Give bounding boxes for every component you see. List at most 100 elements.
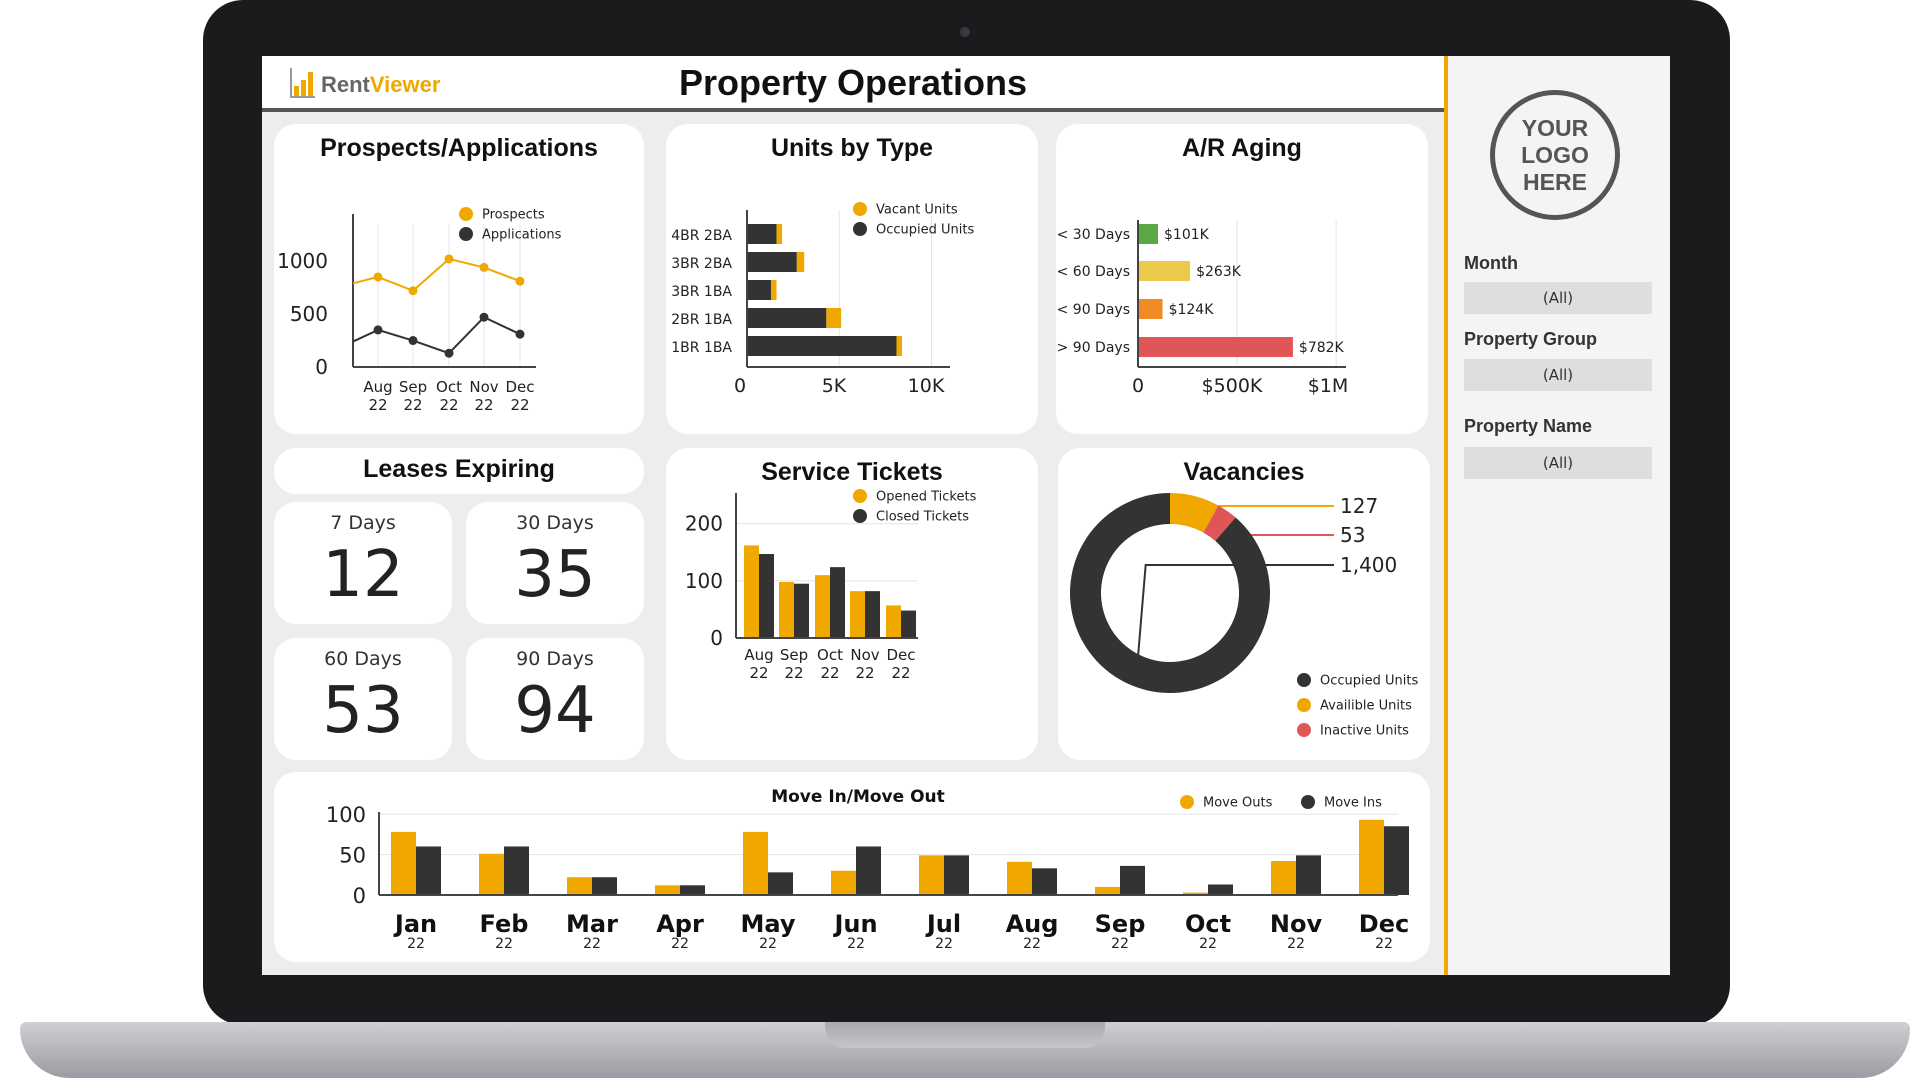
- x-tick-label: Oct: [1185, 910, 1231, 938]
- x-tick-sublabel: 22: [855, 664, 874, 682]
- x-tick-sublabel: 22: [439, 396, 458, 414]
- value-label: $124K: [1169, 302, 1215, 318]
- bar-move-out: [743, 831, 768, 895]
- bar-vacant: [770, 280, 777, 300]
- bar-occupied: [747, 280, 771, 300]
- x-tick-label: $500K: [1202, 375, 1263, 397]
- moves-card: Move In/Move Out Jan 22 Feb 22 Mar 22 Apr 22 May 2…: [274, 772, 1430, 962]
- x-tick-label: Dec: [886, 646, 915, 664]
- bar-move-in: [1120, 865, 1145, 895]
- lease-label: 60 Days: [324, 648, 402, 670]
- bar-move-out: [831, 870, 856, 895]
- logo-text-viewer: Viewer: [369, 72, 441, 97]
- x-tick-label: Oct: [817, 646, 843, 664]
- units-chart: 4BR 2BA 3BR 2BA 3BR 1BA 2BR 1BA 1BR 1BA 0 5K 10…: [671, 202, 974, 397]
- y-tick-label: 100: [685, 569, 723, 593]
- x-tick-label: 0: [1132, 375, 1144, 397]
- bar-move-out: [479, 853, 504, 895]
- prospects-card: Prospects/Applications 0 500 1000 Aug 22 Sep 2…: [274, 124, 644, 434]
- leases-title-card: Leases Expiring: [274, 448, 644, 494]
- x-tick-label: Apr: [656, 910, 704, 938]
- x-tick-label: Sep: [399, 378, 427, 396]
- x-tick-label: Nov: [469, 378, 498, 396]
- ar-title: A/R Aging: [1182, 134, 1302, 162]
- leader-line: [1193, 497, 1334, 507]
- legend-prospects-marker: [459, 207, 473, 221]
- vacancies-title: Vacancies: [1183, 458, 1305, 486]
- legend-availible-units-label: Availible Units: [1320, 699, 1412, 714]
- x-tick-label: Nov: [850, 646, 879, 664]
- bar-closed: [901, 610, 916, 638]
- value-label: $263K: [1196, 264, 1242, 280]
- bar-move-out: [655, 885, 680, 895]
- y-tick-label: 50: [339, 844, 366, 868]
- value-label: $101K: [1164, 227, 1210, 243]
- units-title: Units by Type: [770, 134, 934, 162]
- lease-box-7[interactable]: 7 Days 12: [274, 502, 452, 624]
- x-tick-sublabel: 22: [1375, 936, 1393, 952]
- legend-opened-label: Opened Tickets: [876, 490, 977, 505]
- vacancies-card: Vacancies 127 53 1,400 Occupied Units Availi…: [1058, 448, 1430, 760]
- bar-occupied: [747, 336, 897, 356]
- x-tick-sublabel: 22: [1111, 936, 1129, 952]
- x-tick-sublabel: 22: [759, 936, 777, 952]
- bar-move-in: [416, 846, 441, 895]
- property-name-filter-select[interactable]: (All): [1464, 447, 1652, 479]
- legend-occupied-units-marker: [1297, 673, 1311, 687]
- bar-move-in: [504, 846, 529, 895]
- value-label: $782K: [1299, 340, 1345, 356]
- lease-label: 7 Days: [330, 512, 396, 534]
- x-tick-sublabel: 22: [891, 664, 910, 682]
- legend-occupied-marker: [853, 222, 867, 236]
- lease-box-60[interactable]: 60 Days 53: [274, 638, 452, 760]
- category-label: < 60 Days: [1057, 264, 1130, 280]
- x-tick-sublabel: 22: [749, 664, 768, 682]
- bar-move-in: [856, 846, 881, 895]
- bar-occupied: [747, 252, 797, 272]
- x-tick-sublabel: 22: [1287, 936, 1305, 952]
- legend-move-outs-marker: [1180, 795, 1194, 809]
- legend-move-outs-label: Move Outs: [1203, 796, 1273, 811]
- bar-ar: [1138, 261, 1191, 281]
- lease-label: 30 Days: [516, 512, 594, 534]
- property-group-filter-select[interactable]: (All): [1464, 359, 1652, 391]
- filter-sidebar: YOUR LOGO HERE Month (All) Property Grou…: [1448, 56, 1670, 975]
- bar-vacant: [776, 224, 783, 244]
- data-point: [408, 336, 418, 346]
- x-tick-sublabel: 22: [671, 936, 689, 952]
- x-tick-label: Nov: [1270, 910, 1323, 938]
- legend-inactive-units-label: Inactive Units: [1320, 724, 1409, 739]
- x-tick-label: 0: [734, 375, 746, 397]
- leader-line: [1134, 564, 1334, 685]
- lease-value: 53: [322, 674, 404, 748]
- ar-card: A/R Aging < 30 Days $101K < 60 Days $263K < …: [1056, 124, 1428, 434]
- laptop-base-notch: [825, 1022, 1105, 1048]
- tickets-title: Service Tickets: [761, 458, 943, 486]
- bar-move-out: [919, 855, 944, 895]
- moves-chart: Move In/Move OutJan22Feb22Mar22Apr22May2…: [326, 787, 1409, 952]
- x-tick-sublabel: 22: [583, 936, 601, 952]
- bar-move-in: [1208, 884, 1233, 895]
- bar-move-in: [768, 872, 793, 895]
- data-point: [479, 262, 489, 272]
- bar-move-in: [1384, 826, 1409, 895]
- legend-availible-units-marker: [1297, 698, 1311, 712]
- rentviewer-logo[interactable]: RentViewer: [290, 68, 440, 98]
- ar-chart: < 30 Days $101K < 60 Days $263K < 90 Days $12…: [1057, 220, 1348, 397]
- logo-text: RentViewer: [321, 72, 440, 98]
- legend-opened-marker: [853, 489, 867, 503]
- data-point: [515, 329, 525, 339]
- category-label: 3BR 1BA: [671, 284, 732, 300]
- month-filter-select[interactable]: (All): [1464, 282, 1652, 314]
- lease-box-90[interactable]: 90 Days 94: [466, 638, 644, 760]
- bar-vacant: [826, 308, 842, 328]
- lease-box-30[interactable]: 30 Days 35: [466, 502, 644, 624]
- x-tick-label: Dec: [505, 378, 534, 396]
- units-card: Units by Type 4BR 2BA 3BR 2BA 3BR 1BA 2BR 1…: [666, 124, 1038, 434]
- bar-chart-icon: [290, 68, 315, 98]
- bar-opened: [779, 582, 794, 638]
- logo-line: LOGO: [1521, 141, 1589, 168]
- x-tick-sublabel: 22: [474, 396, 493, 414]
- dashboard-screen: RentViewer Property Operations Prospects…: [262, 56, 1670, 975]
